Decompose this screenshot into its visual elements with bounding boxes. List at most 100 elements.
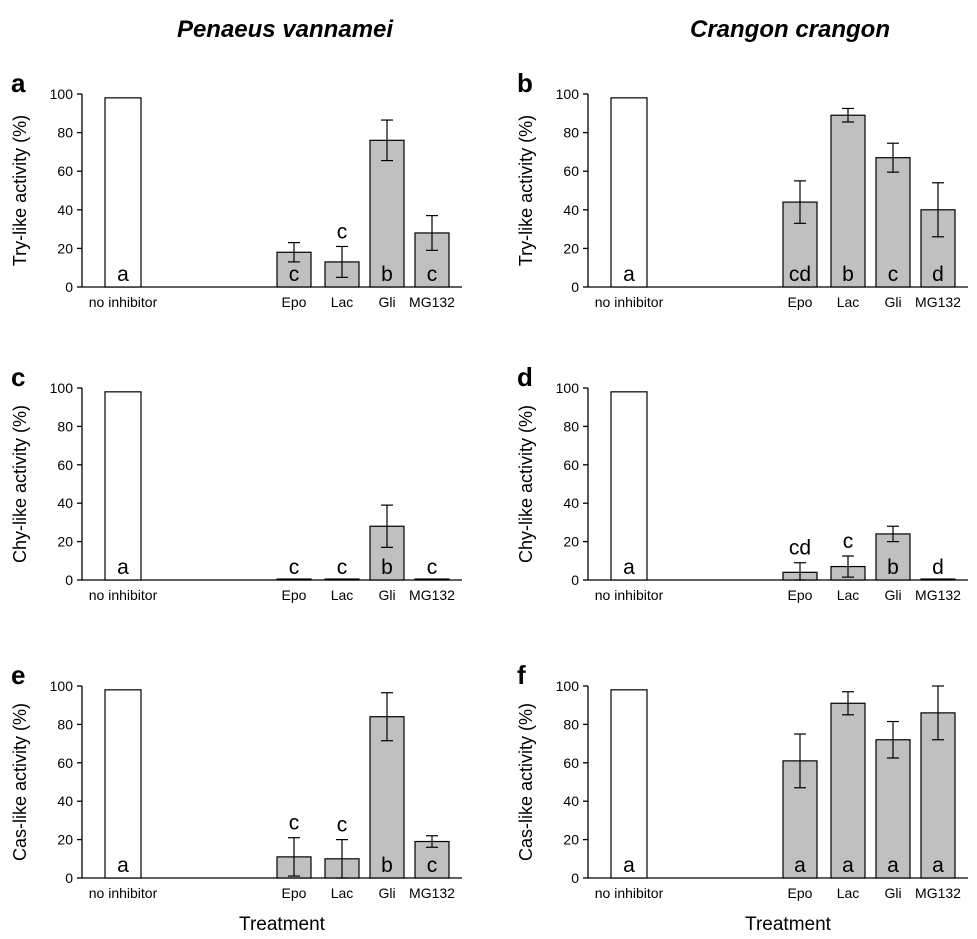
bar-a-no-inhibitor	[104, 97, 142, 288]
y-tick-label: 60	[563, 163, 579, 179]
panel-b: b 0 20 40 60 80 100 Try-like activity (%) a no in…	[516, 68, 968, 310]
y-tick-label: 40	[57, 202, 73, 218]
y-tick-label: 80	[57, 418, 73, 434]
x-tick-label: Lac	[331, 885, 354, 901]
significance-letter: a	[794, 854, 806, 877]
significance-letter: cd	[789, 537, 811, 560]
significance-letter: b	[887, 556, 899, 579]
x-tick-label: MG132	[915, 587, 961, 603]
panel-a: a 0 20 40 60 80 100 Try-like activity (%) a no in…	[10, 68, 462, 310]
significance-letter: c	[427, 556, 438, 579]
x-tick-label: Gli	[884, 294, 901, 310]
y-tick-label: 20	[57, 534, 73, 550]
y-tick-label: 20	[563, 240, 579, 256]
x-tick-label: Lac	[837, 294, 860, 310]
panel-letter-f: f	[517, 660, 526, 690]
y-tick-label: 100	[556, 86, 580, 102]
panel-letter-c: c	[11, 362, 25, 392]
x-tick-label: Lac	[331, 587, 354, 603]
x-tick-label: Epo	[282, 587, 307, 603]
x-tick-label: no inhibitor	[595, 294, 664, 310]
significance-letter: a	[932, 854, 944, 877]
x-axis-label-f: Treatment	[745, 914, 832, 935]
y-axis-label-e: Cas-like activity (%)	[10, 703, 30, 861]
x-axis-label-e: Treatment	[239, 914, 326, 935]
y-tick-label: 80	[563, 716, 579, 732]
significance-letter: a	[623, 854, 635, 877]
x-tick-label: no inhibitor	[595, 885, 664, 901]
bar-c-mg132	[414, 578, 450, 581]
bar-c-no-inhibitor	[104, 391, 142, 581]
significance-letter: a	[887, 854, 899, 877]
panel-letter-a: a	[11, 68, 26, 98]
y-tick-label: 100	[556, 678, 580, 694]
x-tick-label: Epo	[788, 587, 813, 603]
y-tick-label: 80	[57, 716, 73, 732]
y-tick-label: 20	[563, 534, 579, 550]
x-tick-label: Gli	[378, 587, 395, 603]
significance-letter: cd	[789, 263, 811, 286]
column-title-right: Crangon crangon	[690, 16, 890, 43]
significance-letter: a	[117, 854, 129, 877]
significance-letter: b	[381, 263, 393, 286]
bar-d-mg132	[920, 578, 956, 581]
y-axis-label-c: Chy-like activity (%)	[10, 405, 30, 563]
x-tick-label: Gli	[378, 294, 395, 310]
y-tick-label: 40	[563, 495, 579, 511]
y-tick-label: 0	[571, 572, 579, 588]
bar-a-gli	[369, 139, 405, 288]
y-tick-label: 60	[57, 457, 73, 473]
significance-letter: b	[381, 854, 393, 877]
x-tick-label: Gli	[378, 885, 395, 901]
y-tick-label: 0	[65, 870, 73, 886]
x-tick-label: Gli	[884, 587, 901, 603]
significance-letter: c	[337, 814, 348, 837]
panels: a 0 20 40 60 80 100 Try-like activity (%) a no in…	[10, 68, 968, 935]
bar-e-no-inhibitor	[104, 689, 142, 879]
bar-b-gli	[875, 157, 911, 288]
significance-letter: a	[623, 263, 635, 286]
significance-letter: b	[381, 556, 393, 579]
y-tick-label: 20	[563, 832, 579, 848]
y-axis-label-b: Try-like activity (%)	[516, 115, 536, 266]
x-tick-label: MG132	[915, 294, 961, 310]
bar-b-no-inhibitor	[610, 97, 648, 288]
panel-d: d 0 20 40 60 80 100 Chy-like activity (%) a no in…	[516, 362, 968, 603]
significance-letter: b	[842, 263, 854, 286]
significance-letter: c	[888, 263, 899, 286]
y-tick-label: 0	[571, 279, 579, 295]
y-axis-label-f: Cas-like activity (%)	[516, 703, 536, 861]
y-tick-label: 40	[57, 495, 73, 511]
bar-f-no-inhibitor	[610, 689, 648, 879]
y-tick-label: 40	[563, 793, 579, 809]
x-tick-label: Epo	[788, 885, 813, 901]
y-tick-label: 60	[57, 163, 73, 179]
x-tick-label: MG132	[915, 885, 961, 901]
y-tick-label: 40	[563, 202, 579, 218]
column-title-left: Penaeus vannamei	[177, 16, 394, 43]
x-tick-label: MG132	[409, 885, 455, 901]
y-tick-label: 100	[50, 678, 74, 694]
significance-letter: d	[932, 263, 944, 286]
panel-f: f 0 20 40 60 80 100 Cas-like activity (%) a no in…	[516, 660, 968, 935]
bar-b-lac	[830, 114, 866, 288]
x-tick-label: no inhibitor	[595, 587, 664, 603]
x-tick-label: Epo	[282, 294, 307, 310]
panel-c: c 0 20 40 60 80 100 Chy-like activity (%) a no in…	[10, 362, 462, 603]
significance-letter: a	[842, 854, 854, 877]
x-tick-label: Gli	[884, 885, 901, 901]
y-tick-label: 20	[57, 832, 73, 848]
y-tick-label: 0	[65, 279, 73, 295]
y-tick-label: 60	[563, 457, 579, 473]
y-axis-label-a: Try-like activity (%)	[10, 115, 30, 266]
y-tick-label: 100	[50, 86, 74, 102]
panel-e: e 0 20 40 60 80 100 Cas-like activity (%) a no in…	[10, 660, 462, 935]
x-tick-label: MG132	[409, 294, 455, 310]
y-tick-label: 100	[50, 380, 74, 396]
x-tick-label: Epo	[788, 294, 813, 310]
significance-letter: c	[427, 263, 438, 286]
significance-letter: c	[427, 854, 438, 877]
significance-letter: a	[117, 556, 129, 579]
x-tick-label: Lac	[331, 294, 354, 310]
y-tick-label: 60	[57, 755, 73, 771]
